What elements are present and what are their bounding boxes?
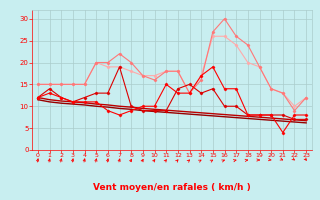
Text: Vent moyen/en rafales ( km/h ): Vent moyen/en rafales ( km/h ) (93, 184, 251, 192)
